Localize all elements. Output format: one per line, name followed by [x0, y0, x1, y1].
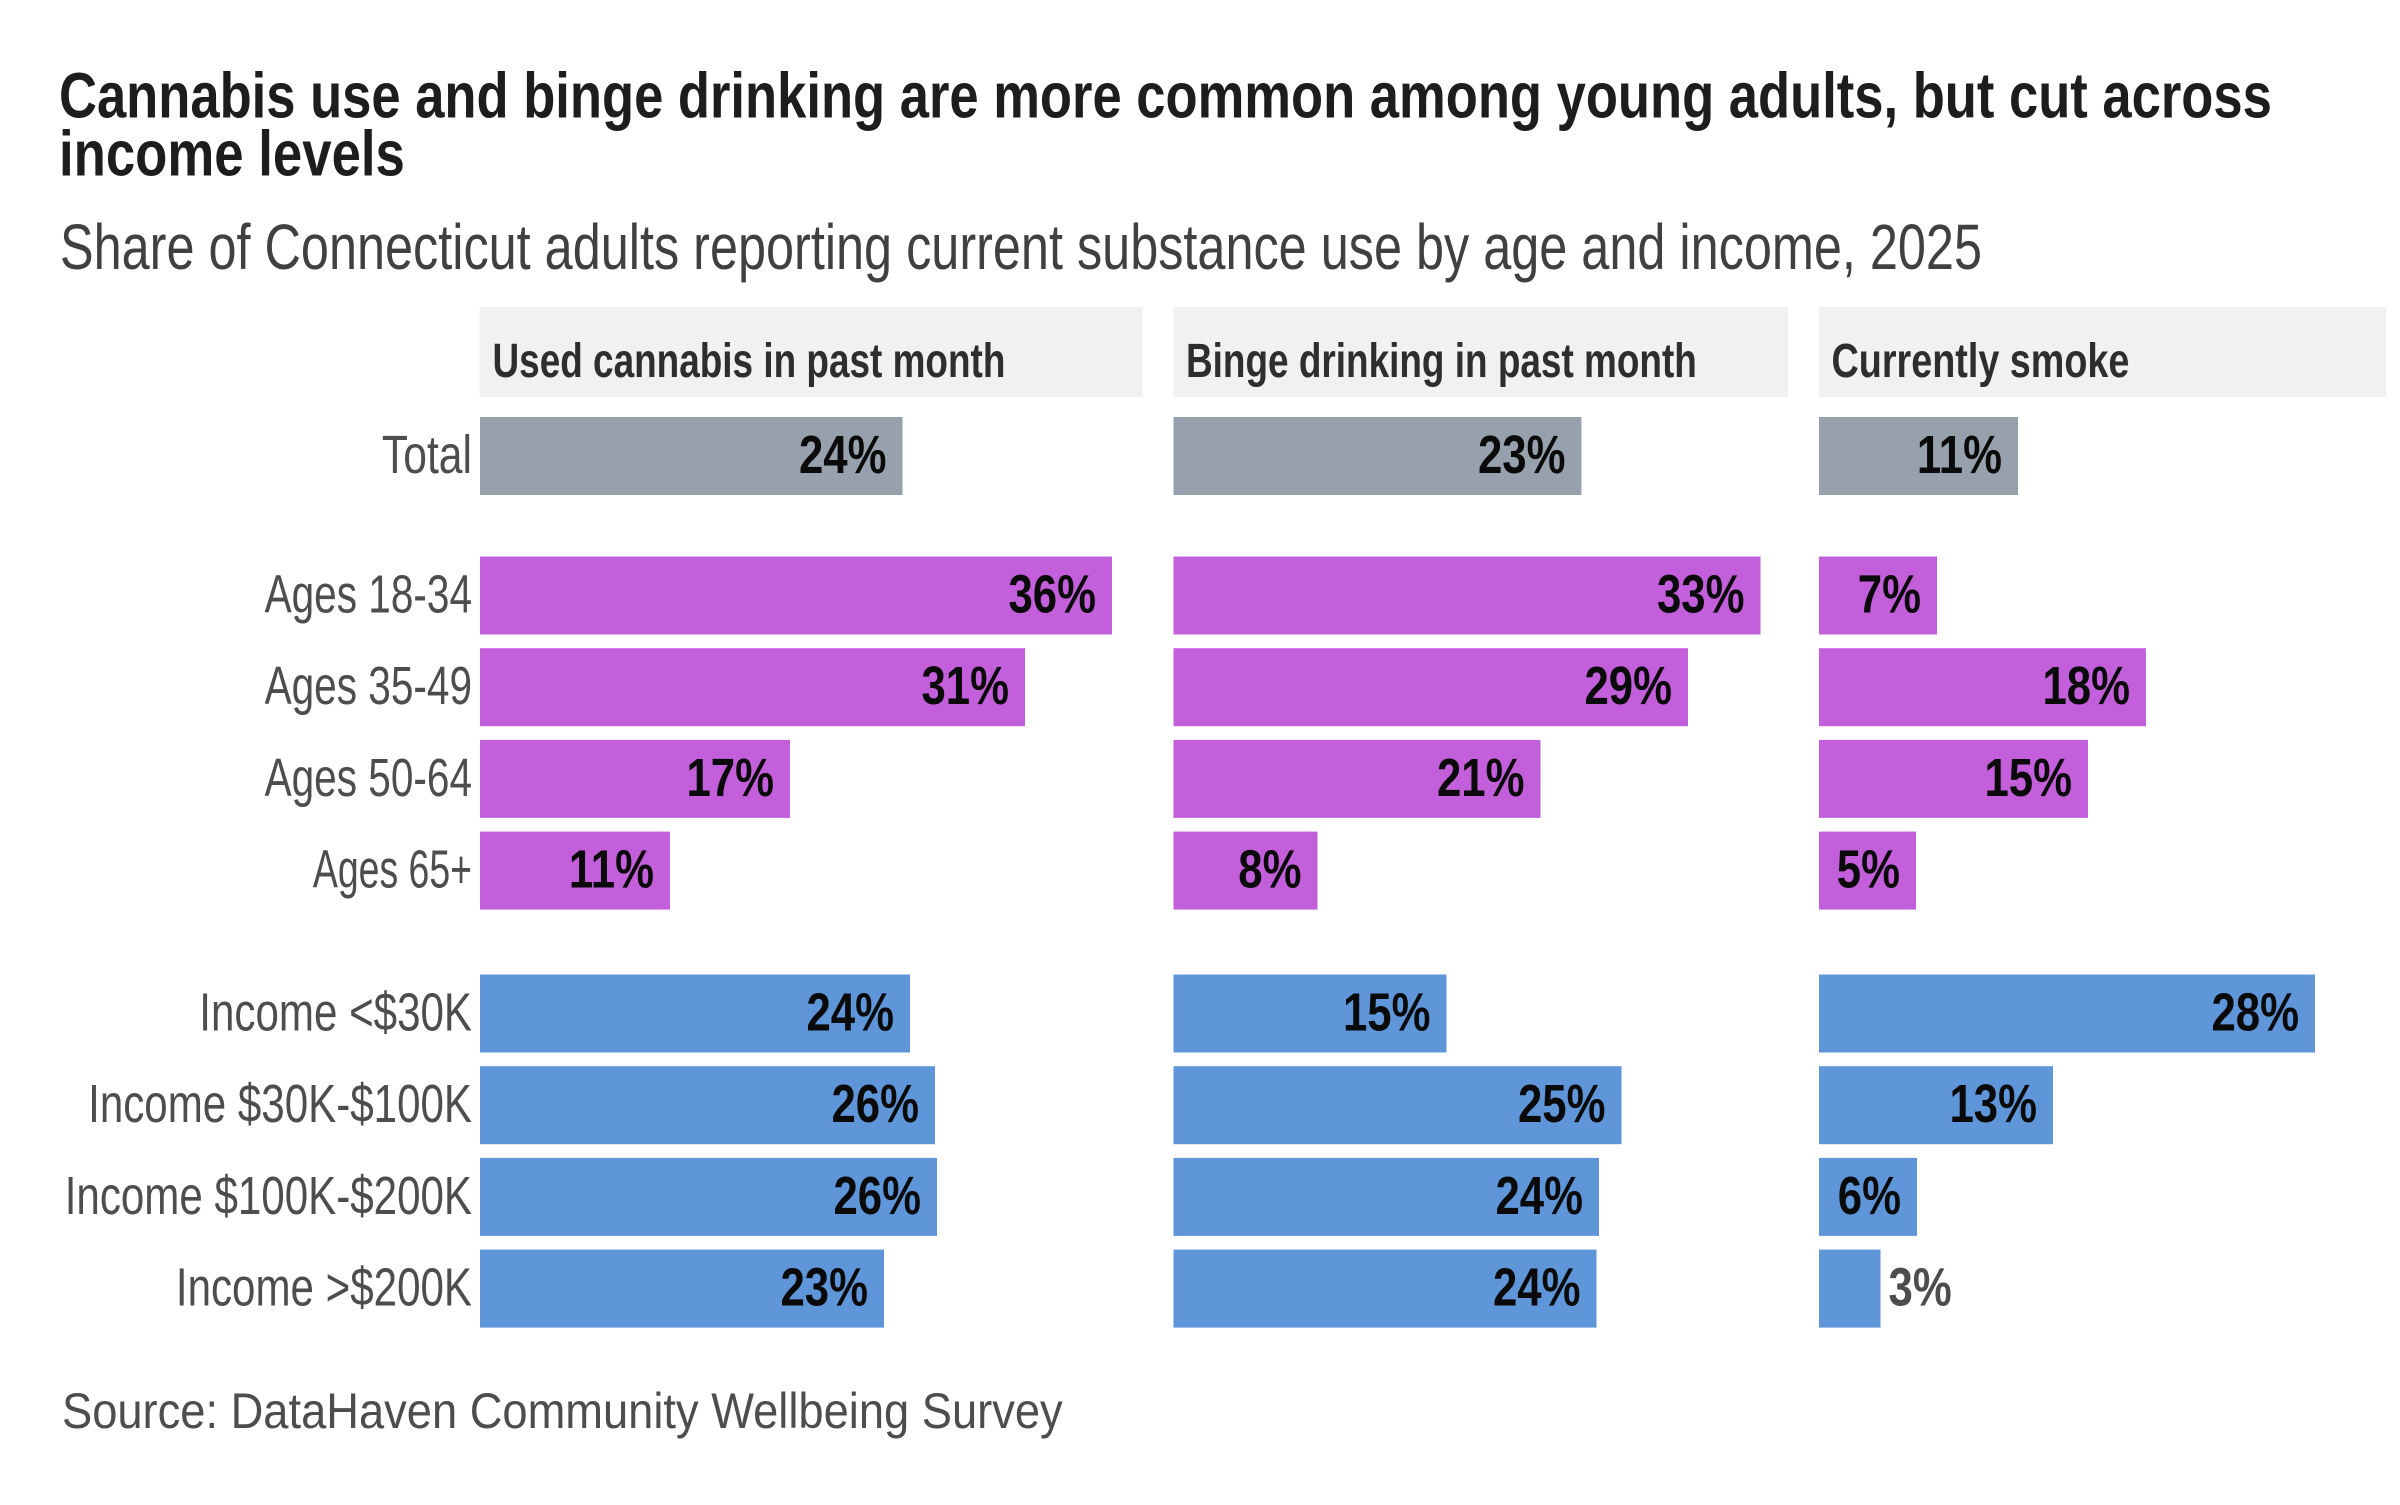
svg-text:Ages 35-49: Ages 35-49: [265, 657, 472, 717]
svg-text:7%: 7%: [1858, 565, 1921, 624]
svg-text:15%: 15%: [1343, 983, 1431, 1042]
svg-text:8%: 8%: [1238, 840, 1301, 899]
svg-text:Income <$30K: Income <$30K: [199, 983, 472, 1043]
svg-text:Ages 18-34: Ages 18-34: [265, 565, 472, 625]
svg-text:6%: 6%: [1838, 1167, 1901, 1226]
svg-text:31%: 31%: [921, 657, 1009, 716]
svg-text:24%: 24%: [1495, 1167, 1583, 1226]
svg-text:13%: 13%: [1949, 1075, 2037, 1134]
svg-text:25%: 25%: [1518, 1075, 1606, 1134]
svg-text:Income $100K-$200K: Income $100K-$200K: [65, 1166, 472, 1226]
svg-text:18%: 18%: [2042, 657, 2130, 716]
svg-text:11%: 11%: [1917, 426, 2002, 485]
svg-text:Source: DataHaven Community We: Source: DataHaven Community Wellbeing Su…: [62, 1384, 1063, 1440]
svg-text:Ages 65+: Ages 65+: [313, 839, 472, 899]
svg-text:24%: 24%: [1493, 1258, 1581, 1317]
svg-text:36%: 36%: [1008, 565, 1096, 624]
svg-text:28%: 28%: [2211, 983, 2299, 1042]
svg-text:Currently smoke: Currently smoke: [1832, 335, 2130, 388]
svg-text:23%: 23%: [780, 1258, 868, 1317]
svg-text:29%: 29%: [1584, 657, 1672, 716]
svg-text:Total: Total: [382, 425, 472, 485]
svg-text:Income $30K-$100K: Income $30K-$100K: [88, 1074, 472, 1134]
svg-text:26%: 26%: [833, 1167, 921, 1226]
svg-text:5%: 5%: [1837, 840, 1900, 899]
svg-text:Share of Connecticut adults re: Share of Connecticut adults reporting cu…: [60, 212, 1982, 283]
svg-text:26%: 26%: [831, 1075, 919, 1134]
svg-text:Binge drinking in past month: Binge drinking in past month: [1186, 334, 1697, 388]
svg-text:24%: 24%: [806, 983, 894, 1042]
svg-text:24%: 24%: [799, 426, 887, 485]
svg-text:17%: 17%: [686, 749, 774, 808]
svg-text:income levels: income levels: [59, 119, 405, 190]
svg-text:23%: 23%: [1478, 426, 1566, 485]
svg-text:Ages 50-64: Ages 50-64: [265, 748, 472, 808]
svg-text:Income >$200K: Income >$200K: [176, 1258, 472, 1318]
svg-text:3%: 3%: [1889, 1258, 1952, 1317]
svg-text:21%: 21%: [1437, 749, 1525, 808]
svg-text:15%: 15%: [1984, 749, 2072, 808]
svg-text:11%: 11%: [569, 840, 654, 899]
svg-text:33%: 33%: [1657, 565, 1745, 624]
svg-text:Cannabis use and binge drinkin: Cannabis use and binge drinking are more…: [59, 61, 2272, 132]
svg-text:Used cannabis in past month: Used cannabis in past month: [493, 334, 1006, 388]
